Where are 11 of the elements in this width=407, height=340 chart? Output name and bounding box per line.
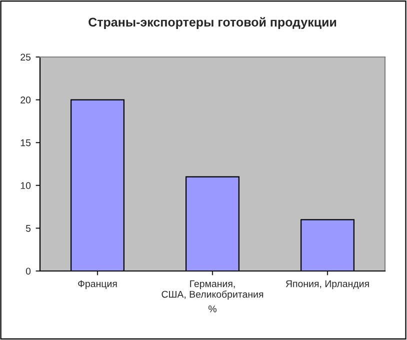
y-tick-label: 10 xyxy=(20,182,31,190)
x-tick-label: Германия, США, Великобритания xyxy=(162,280,264,300)
y-tick-label: 15 xyxy=(20,139,31,146)
x-axis-title: % xyxy=(208,306,216,312)
y-tick-label: 20 xyxy=(20,96,31,104)
y-tick-label: 0 xyxy=(26,268,31,275)
x-tick-label: Франция xyxy=(78,280,117,290)
y-tick-label: 25 xyxy=(20,54,31,61)
x-tick-label: Япония, Ирландия xyxy=(286,280,369,290)
y-tick-label: 5 xyxy=(26,225,31,232)
chart-title: Страны-экспортеры готовой продукции xyxy=(88,17,336,30)
